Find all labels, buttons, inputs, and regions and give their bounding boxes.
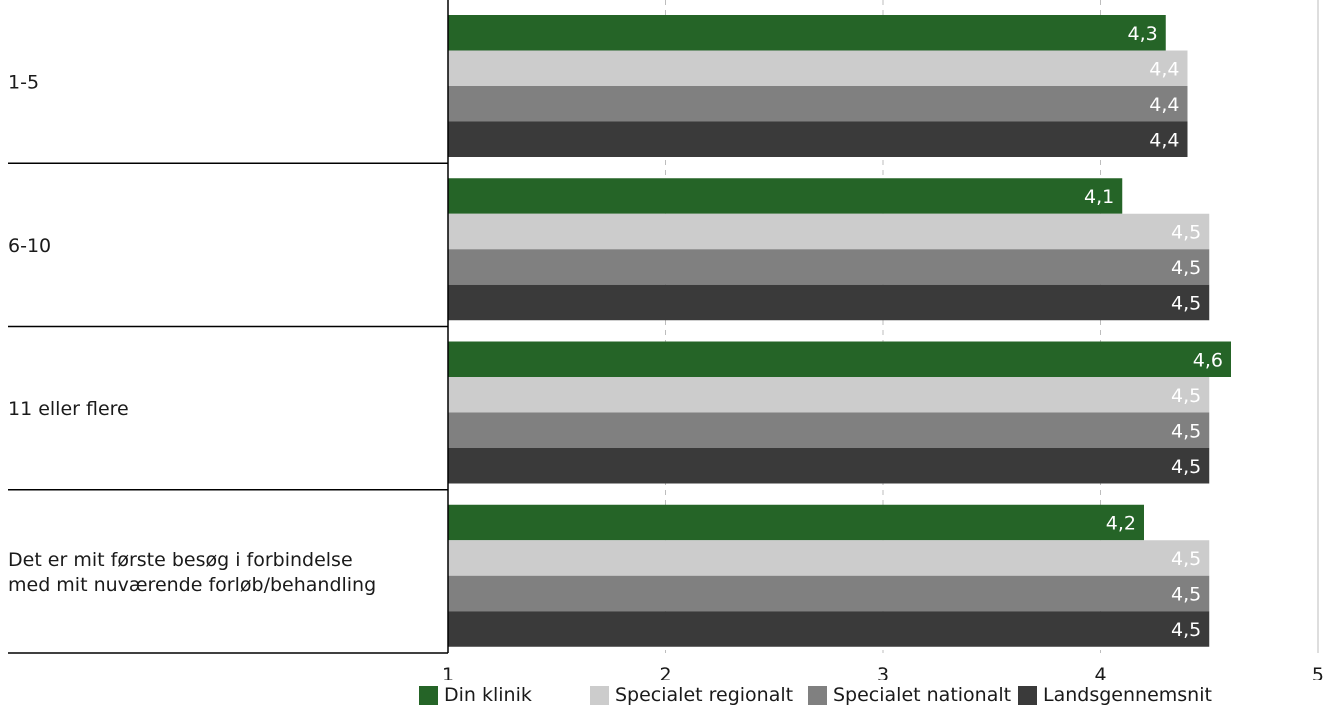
bar-value-label: 4,5 [1171,420,1201,442]
bar [448,284,1210,321]
bar [448,178,1123,214]
bar-value-label: 4,5 [1171,584,1201,606]
bar-value-label: 4,5 [1171,222,1201,244]
bar [448,448,1210,484]
bar [448,540,1210,576]
bar [448,575,1210,612]
legend-label: Landsgennemsnit [1043,684,1212,706]
bar-value-label: 4,3 [1128,23,1158,45]
bar-value-label: 4,2 [1106,513,1136,535]
bar-value-label: 4,5 [1171,293,1201,315]
legend-label: Specialet nationalt [833,684,1012,706]
bar [448,121,1188,157]
bar [448,15,1166,51]
legend-label: Din klinik [444,684,532,706]
x-tick-label: 5 [1312,664,1324,680]
bar [448,377,1210,413]
bar [448,412,1210,448]
x-tick-label: 3 [877,664,889,680]
bar [448,341,1231,377]
legend-item: Landsgennemsnit [1018,675,1212,715]
bar-value-label: 4,5 [1171,257,1201,279]
category-label: 6-10 [8,235,51,257]
bar-value-label: 4,5 [1171,548,1201,570]
bar-value-label: 4,5 [1171,456,1201,478]
category-label: med mit nuværende forløb/behandling [8,574,376,596]
x-tick-label: 2 [659,664,671,680]
bar [448,86,1188,122]
bar-value-label: 4,6 [1193,349,1223,371]
category-label: 11 eller flere [8,398,129,420]
category-label: 1-5 [8,72,39,94]
x-tick-label: 4 [1094,664,1106,680]
bar-value-label: 4,4 [1149,94,1179,116]
bar [448,50,1188,86]
chart-legend: Din klinik Specialet regionalt Specialet n… [0,675,1328,715]
legend-swatch [590,685,609,705]
bar [448,611,1210,647]
legend-item: Specialet nationalt [808,675,1011,715]
legend-item: Din klinik [419,675,532,715]
bar-value-label: 4,5 [1171,619,1201,641]
category-label: Det er mit første besøg i forbindelse [8,549,353,571]
bar-value-label: 4,4 [1149,58,1179,80]
legend-swatch [419,685,438,705]
x-tick-label: 1 [442,664,454,680]
legend-swatch [1018,685,1037,705]
legend-item: Specialet regionalt [590,675,793,715]
bar-value-label: 4,4 [1149,129,1179,151]
bar-value-label: 4,5 [1171,385,1201,407]
legend-swatch [808,685,827,705]
bar [448,249,1210,285]
bar [448,504,1144,541]
legend-label: Specialet regionalt [615,684,794,706]
bar-chart: 4,3 4,4 4,4 4,4 4,1 4,5 4,5 4,5 4,6 4,5 4,5 4,5 4,2 4… [8,0,1324,680]
bar [448,213,1210,250]
bar-value-label: 4,1 [1084,186,1114,208]
